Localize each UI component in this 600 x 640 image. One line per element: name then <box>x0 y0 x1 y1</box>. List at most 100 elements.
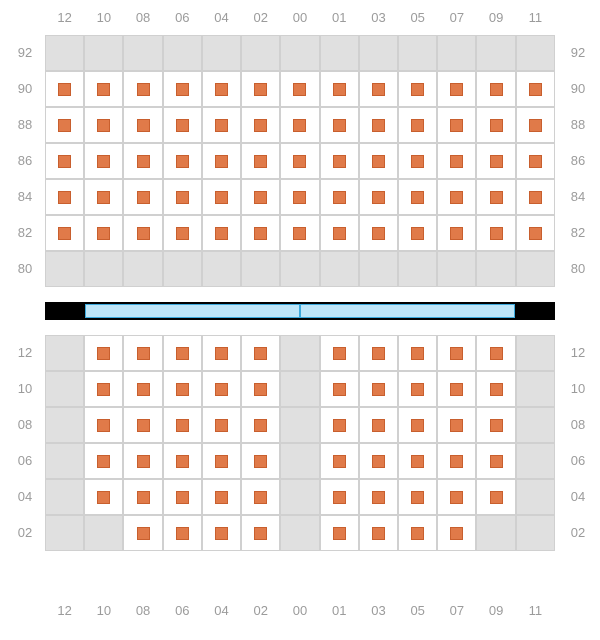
seat[interactable] <box>398 71 437 107</box>
seat[interactable] <box>437 479 476 515</box>
seat[interactable] <box>398 107 437 143</box>
seat[interactable] <box>84 215 123 251</box>
seat[interactable] <box>163 179 202 215</box>
seat[interactable] <box>437 407 476 443</box>
seat[interactable] <box>241 335 280 371</box>
seat[interactable] <box>398 443 437 479</box>
seat[interactable] <box>241 143 280 179</box>
seat[interactable] <box>241 479 280 515</box>
seat[interactable] <box>359 515 398 551</box>
seat[interactable] <box>280 215 319 251</box>
seat[interactable] <box>45 179 84 215</box>
seat[interactable] <box>320 143 359 179</box>
seat[interactable] <box>437 371 476 407</box>
seat[interactable] <box>84 335 123 371</box>
seat[interactable] <box>84 107 123 143</box>
seat[interactable] <box>84 407 123 443</box>
seat[interactable] <box>476 371 515 407</box>
seat[interactable] <box>241 443 280 479</box>
seat[interactable] <box>202 371 241 407</box>
seat[interactable] <box>123 443 162 479</box>
seat[interactable] <box>123 215 162 251</box>
seat[interactable] <box>476 407 515 443</box>
seat[interactable] <box>320 107 359 143</box>
seat[interactable] <box>241 215 280 251</box>
seat[interactable] <box>476 335 515 371</box>
seat[interactable] <box>123 179 162 215</box>
seat[interactable] <box>359 335 398 371</box>
seat[interactable] <box>280 107 319 143</box>
seat[interactable] <box>84 443 123 479</box>
seat[interactable] <box>202 335 241 371</box>
seat[interactable] <box>437 335 476 371</box>
seat[interactable] <box>202 71 241 107</box>
seat[interactable] <box>320 179 359 215</box>
seat[interactable] <box>398 515 437 551</box>
seat[interactable] <box>123 479 162 515</box>
seat[interactable] <box>437 179 476 215</box>
seat[interactable] <box>280 143 319 179</box>
seat[interactable] <box>359 179 398 215</box>
seat[interactable] <box>45 107 84 143</box>
seat[interactable] <box>398 371 437 407</box>
seat[interactable] <box>437 515 476 551</box>
seat[interactable] <box>123 335 162 371</box>
seat[interactable] <box>437 215 476 251</box>
seat[interactable] <box>398 143 437 179</box>
seat[interactable] <box>359 107 398 143</box>
seat[interactable] <box>45 215 84 251</box>
seat[interactable] <box>202 179 241 215</box>
seat[interactable] <box>320 407 359 443</box>
seat[interactable] <box>437 107 476 143</box>
seat[interactable] <box>516 71 555 107</box>
seat[interactable] <box>359 407 398 443</box>
seat[interactable] <box>163 215 202 251</box>
seat[interactable] <box>202 143 241 179</box>
seat[interactable] <box>398 407 437 443</box>
seat[interactable] <box>320 515 359 551</box>
seat[interactable] <box>163 479 202 515</box>
seat[interactable] <box>320 335 359 371</box>
seat[interactable] <box>476 179 515 215</box>
seat[interactable] <box>437 143 476 179</box>
seat[interactable] <box>476 71 515 107</box>
seat[interactable] <box>359 215 398 251</box>
seat[interactable] <box>476 215 515 251</box>
seat[interactable] <box>202 215 241 251</box>
seat[interactable] <box>163 107 202 143</box>
seat[interactable] <box>437 443 476 479</box>
seat[interactable] <box>163 143 202 179</box>
seat[interactable] <box>280 179 319 215</box>
seat[interactable] <box>359 71 398 107</box>
seat[interactable] <box>516 179 555 215</box>
seat[interactable] <box>84 479 123 515</box>
seat[interactable] <box>516 107 555 143</box>
seat[interactable] <box>320 215 359 251</box>
seat[interactable] <box>163 335 202 371</box>
seat[interactable] <box>241 371 280 407</box>
seat[interactable] <box>359 443 398 479</box>
seat[interactable] <box>476 107 515 143</box>
seat[interactable] <box>476 443 515 479</box>
seat[interactable] <box>476 479 515 515</box>
seat[interactable] <box>241 71 280 107</box>
seat[interactable] <box>45 71 84 107</box>
seat[interactable] <box>320 479 359 515</box>
seat[interactable] <box>84 143 123 179</box>
seat[interactable] <box>359 479 398 515</box>
seat[interactable] <box>359 143 398 179</box>
seat[interactable] <box>123 143 162 179</box>
seat[interactable] <box>84 179 123 215</box>
seat[interactable] <box>123 407 162 443</box>
seat[interactable] <box>241 515 280 551</box>
seat[interactable] <box>163 71 202 107</box>
seat[interactable] <box>123 71 162 107</box>
seat[interactable] <box>280 71 319 107</box>
seat[interactable] <box>241 179 280 215</box>
seat[interactable] <box>398 335 437 371</box>
seat[interactable] <box>163 515 202 551</box>
seat[interactable] <box>163 407 202 443</box>
seat[interactable] <box>202 407 241 443</box>
seat[interactable] <box>320 71 359 107</box>
seat[interactable] <box>123 515 162 551</box>
